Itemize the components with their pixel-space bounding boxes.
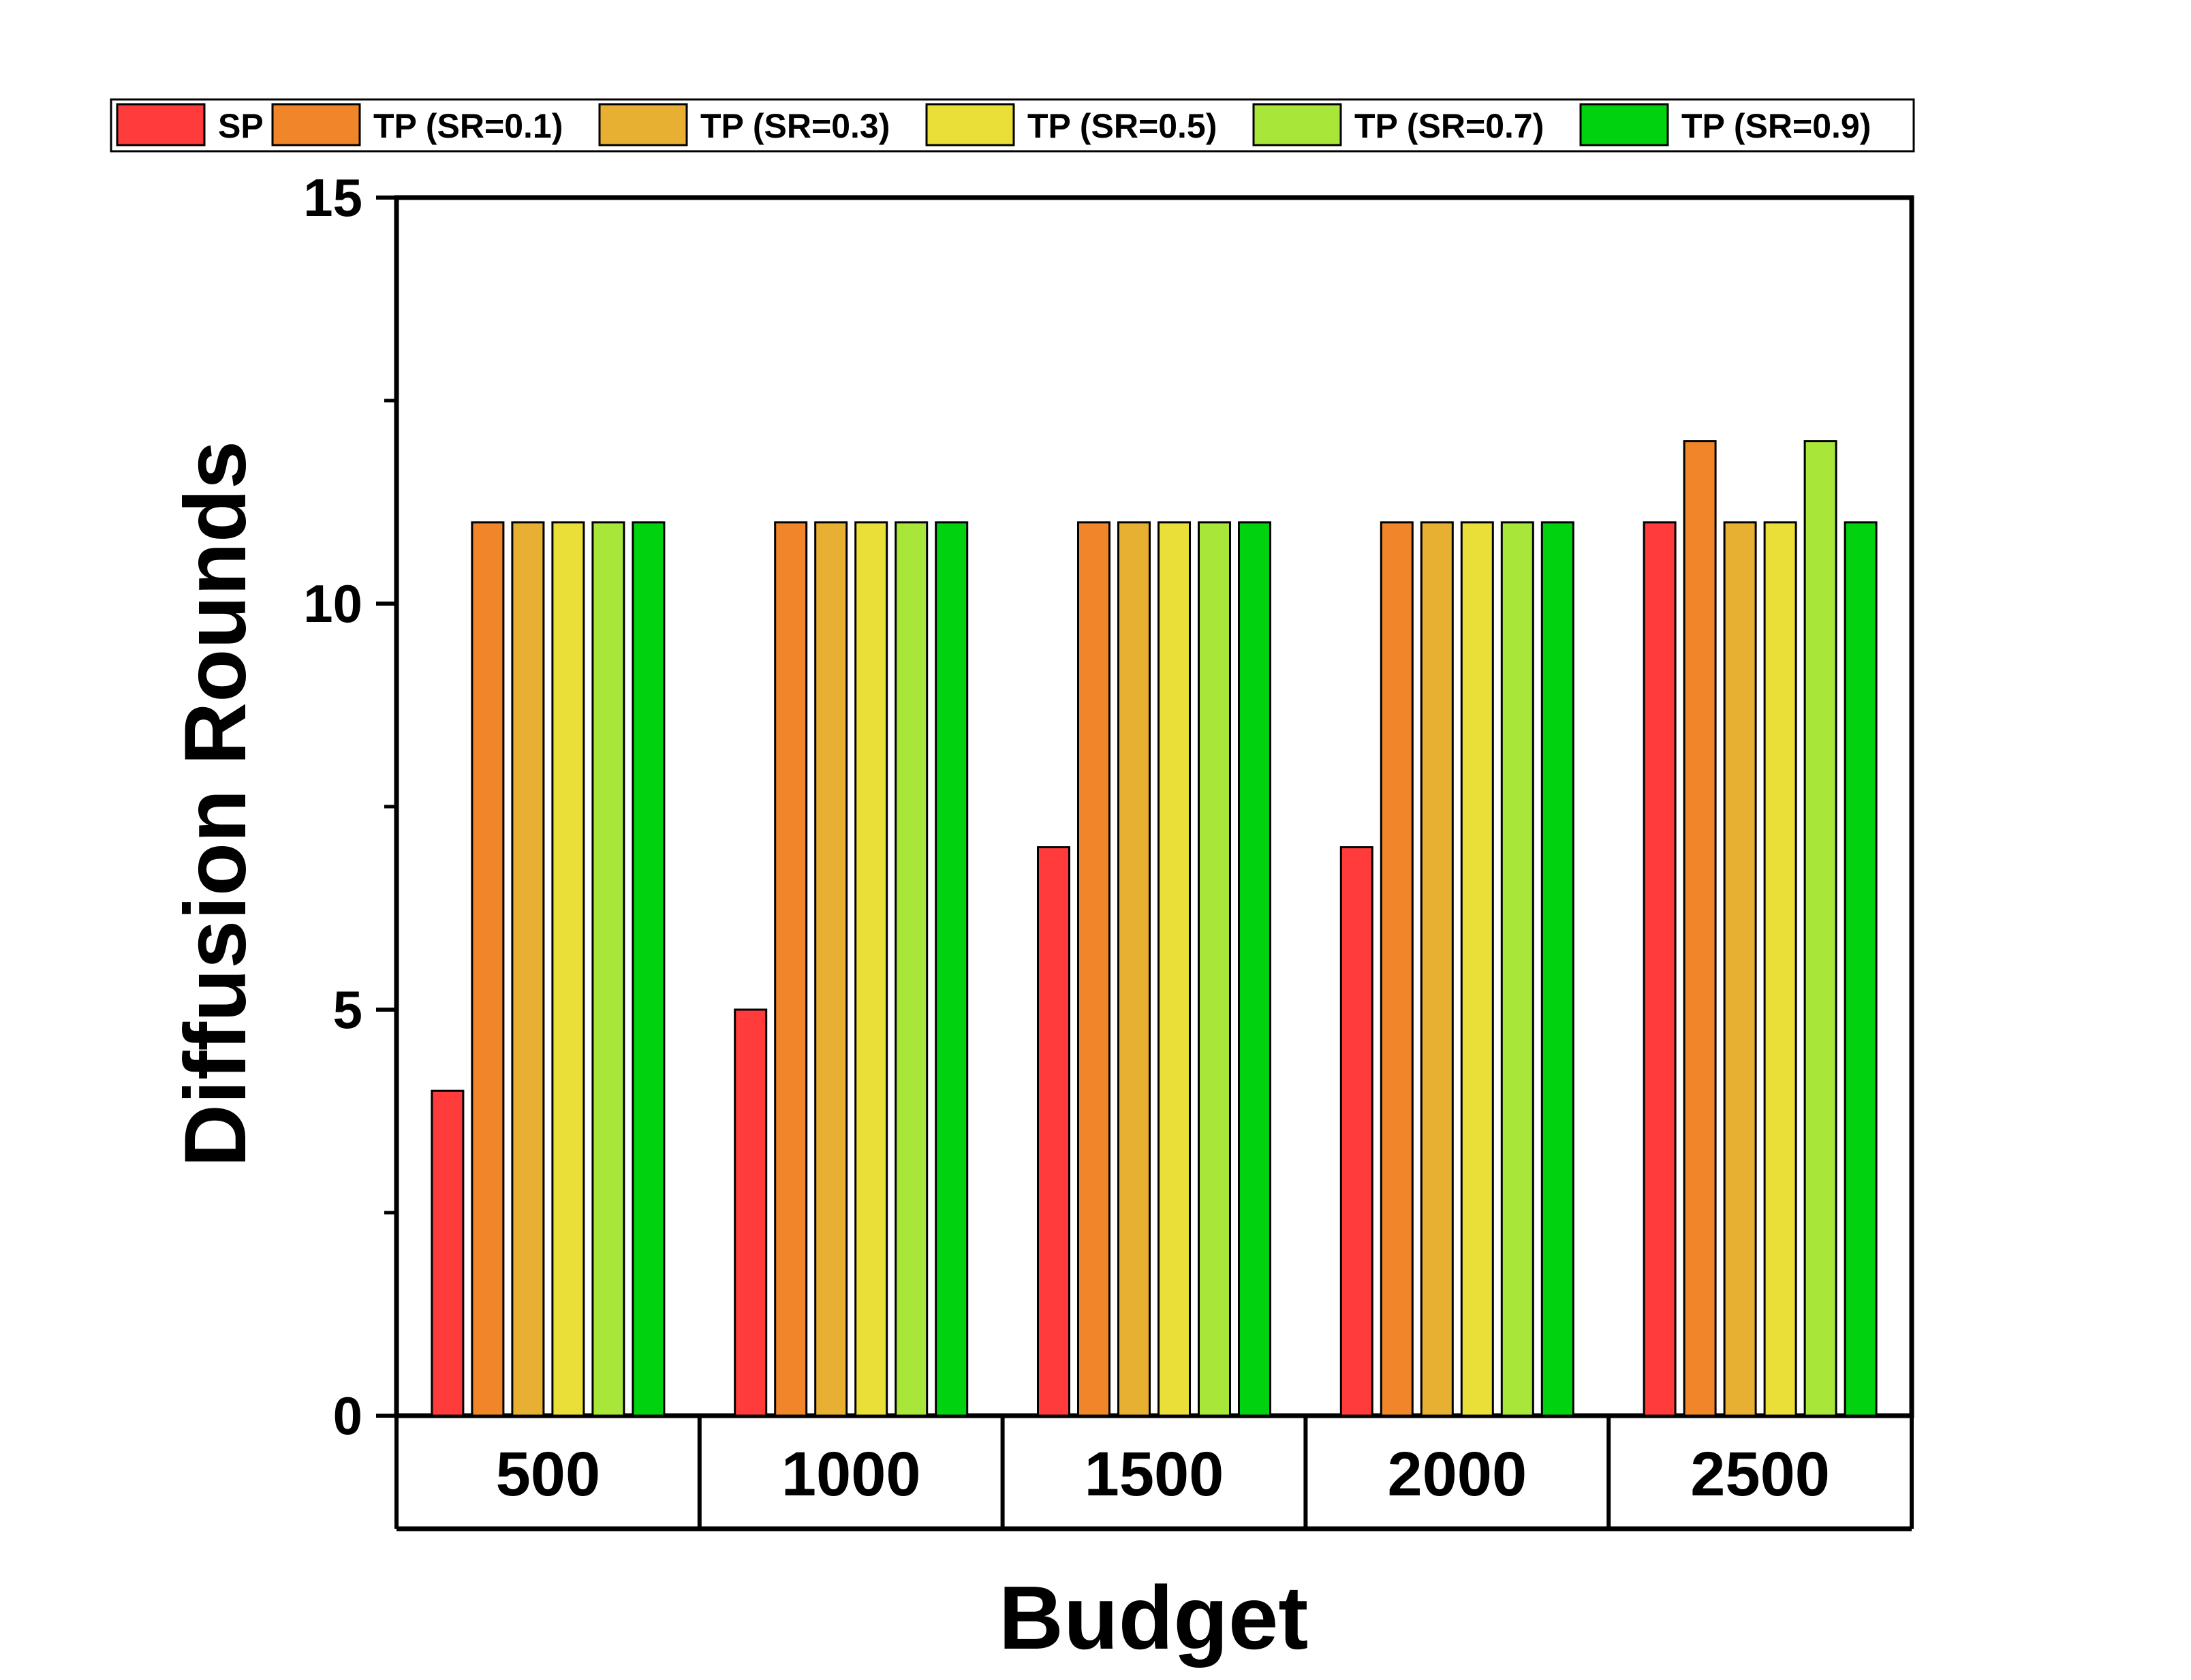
bar-tp-sr-0-3-2500 [1723, 521, 1757, 1417]
x-axis-title: Budget [999, 1568, 1309, 1668]
y-tick-label: 15 [303, 168, 362, 228]
category-label-1500: 1500 [1085, 1440, 1224, 1509]
y-axis: 0 5 10 15 [303, 168, 397, 1446]
legend-label-0: SP [218, 107, 264, 145]
bar-tp-sr-0-1-1500 [1077, 521, 1110, 1417]
legend-label-1: TP (SR=0.1) [373, 107, 563, 145]
bar-tp-sr-0-5-1500 [1157, 521, 1191, 1417]
bar-tp-sr-0-3-2000 [1420, 521, 1454, 1417]
y-tick-label: 5 [333, 980, 362, 1040]
legend-label-5: TP (SR=0.9) [1681, 107, 1871, 145]
legend-label-4: TP (SR=0.7) [1354, 107, 1544, 145]
plot-area [394, 195, 1914, 1418]
y-tick-label: 0 [333, 1386, 362, 1446]
bar-tp-sr-0-9-2500 [1844, 521, 1878, 1417]
bars [431, 440, 1878, 1417]
bar-tp-sr-0-5-2500 [1763, 521, 1797, 1417]
legend-swatch-3 [925, 103, 1015, 146]
bar-tp-sr-0-3-500 [511, 521, 545, 1417]
bar-tp-sr-0-3-1000 [814, 521, 848, 1417]
bar-tp-sr-0-3-1500 [1117, 521, 1151, 1417]
bar-tp-sr-0-1-2500 [1683, 440, 1717, 1417]
category-label-1000: 1000 [781, 1440, 921, 1509]
bar-sp-1000 [734, 1008, 768, 1417]
bar-tp-sr-0-1-500 [471, 521, 505, 1417]
bar-tp-sr-0-9-500 [632, 521, 666, 1417]
y-tick-label: 10 [303, 574, 362, 634]
legend-label-3: TP (SR=0.5) [1027, 107, 1217, 145]
y-axis-title: Diffusion Rounds [167, 441, 264, 1168]
bar-sp-2500 [1643, 521, 1677, 1417]
bar-tp-sr-0-7-2000 [1500, 521, 1534, 1417]
legend-swatch-1 [271, 103, 361, 146]
legend-swatch-0 [116, 103, 206, 146]
legend-swatch-5 [1579, 103, 1669, 146]
legend: SP TP (SR=0.1) TP (SR=0.3) TP (SR=0.5) TP (S… [110, 98, 1915, 153]
legend-label-2: TP (SR=0.3) [700, 107, 890, 145]
category-label-2500: 2500 [1690, 1440, 1830, 1509]
legend-swatch-2 [598, 103, 688, 146]
bar-tp-sr-0-5-2000 [1460, 521, 1494, 1417]
category-label-500: 500 [496, 1440, 601, 1509]
category-axis-table: 500 1000 1500 2000 2500 [394, 1416, 1914, 1531]
bar-tp-sr-0-7-1500 [1198, 521, 1231, 1417]
bar-tp-sr-0-1-1000 [774, 521, 808, 1417]
bar-tp-sr-0-5-500 [551, 521, 585, 1417]
bar-sp-1500 [1037, 846, 1070, 1417]
bar-tp-sr-0-9-1000 [935, 521, 969, 1417]
bar-tp-sr-0-1-2000 [1380, 521, 1414, 1417]
bar-tp-sr-0-7-500 [591, 521, 625, 1417]
bar-tp-sr-0-9-2000 [1540, 521, 1574, 1417]
legend-swatch-4 [1252, 103, 1342, 146]
bar-sp-500 [431, 1089, 465, 1417]
bar-sp-2000 [1339, 846, 1373, 1417]
category-label-2000: 2000 [1387, 1440, 1527, 1509]
bar-tp-sr-0-7-2500 [1803, 440, 1837, 1417]
bar-tp-sr-0-5-1000 [854, 521, 888, 1417]
bar-tp-sr-0-7-1000 [895, 521, 929, 1417]
bar-tp-sr-0-9-1500 [1238, 521, 1271, 1417]
